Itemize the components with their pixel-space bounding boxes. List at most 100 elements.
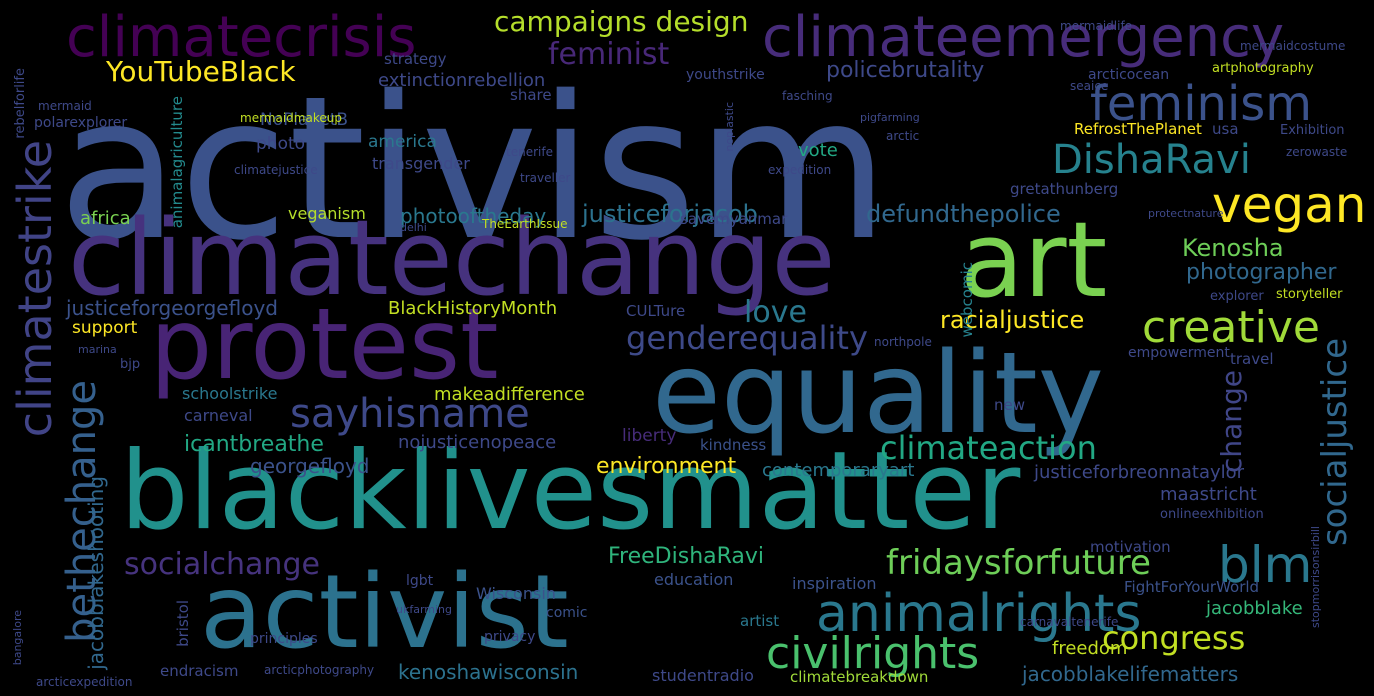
word-creative: creative — [1142, 302, 1320, 353]
word-kenoshawisconsin: kenoshawisconsin — [398, 660, 579, 684]
word-artphotography: artphotography — [1212, 61, 1314, 76]
word-inspiration: inspiration — [792, 574, 877, 593]
word-Exhibition: Exhibition — [1280, 123, 1345, 138]
word-transgender: transgender — [372, 154, 470, 173]
word-fasching: fasching — [782, 89, 833, 103]
word-nojusticenopeace: nojusticenopeace — [398, 432, 557, 453]
word-justiceforgeorgefloyd: justiceforgeorgefloyd — [66, 296, 278, 320]
word-explorer: explorer — [1210, 289, 1264, 304]
word-climatejustice: climatejustice — [234, 163, 318, 177]
word-blacklivesmatter: blacklivesmatter — [120, 429, 1021, 554]
word-fridaysforfuture: fridaysforfuture — [886, 543, 1151, 583]
word-activism: activism — [58, 53, 890, 284]
word-zerowaste: zerowaste — [1286, 145, 1348, 159]
word-comic: comic — [546, 605, 588, 621]
word-CULTure: CULTure — [626, 302, 686, 320]
word-campaigns: campaigns design — [494, 5, 749, 38]
word-stopmorrisonsirbill: stopmorrisonsirbill — [1309, 526, 1322, 629]
word-artist: artist — [740, 612, 780, 630]
word-policebrutality: policebrutality — [826, 58, 985, 83]
word-mermaidcostume: mermaidcostume — [1240, 39, 1346, 53]
word-justiceforbreonnataylor: justiceforbreonnataylor — [1034, 462, 1245, 483]
word-tenerife: tenerife — [506, 145, 553, 159]
word-endracism: endracism — [160, 662, 239, 680]
word-delhi: delhi — [400, 221, 427, 234]
word-FreeDishaRavi: FreeDishaRavi — [608, 544, 765, 569]
word-expedition: expedition — [768, 163, 832, 177]
word-africa: africa — [80, 208, 131, 229]
word-privacy: privacy — [484, 629, 536, 645]
word-mermaidmakeup: mermaidmakeup — [240, 111, 342, 125]
word-equality: equality — [652, 329, 1105, 459]
word-TheEarthIssue: TheEarthIssue — [482, 217, 568, 231]
word-kindness: kindness — [700, 436, 767, 454]
word-webcomic: webcomic — [958, 262, 976, 338]
word-socialjustice: socialjustice — [1315, 338, 1355, 547]
word-storyteller: storyteller — [1276, 287, 1343, 302]
word-protest: protest — [150, 288, 499, 402]
word-arcticphotography: arcticphotography — [264, 663, 375, 677]
word-arcticocean: arcticocean — [1088, 67, 1170, 83]
word-climateaction: climateaction — [880, 429, 1097, 467]
word-climatecrisis: climatecrisis — [66, 5, 417, 70]
word-bristol: bristol — [174, 600, 192, 647]
word-jacobblakelifematters: jacobblakelifematters — [1022, 662, 1239, 686]
word-NoPlanetB: NoPlanetB — [260, 110, 349, 130]
word-liberty: liberty — [622, 426, 677, 446]
word-strategy: strategy — [384, 50, 447, 68]
word-studentradio: studentradio — [652, 666, 754, 685]
word-mermaid: mermaid — [38, 99, 92, 113]
word-vegan: vegan — [1212, 176, 1367, 234]
word-ukfarming: ukfarming — [396, 603, 453, 616]
word-polarexplorer: polarexplorer — [34, 115, 128, 131]
word-northpole: northpole — [874, 335, 932, 349]
word-justiceforjacob: justiceforjacob — [582, 200, 758, 228]
word-carneval: carneval — [184, 406, 253, 425]
word-schoolstrike: schoolstrike — [182, 384, 278, 403]
word-bjp: bjp — [120, 357, 141, 372]
word-icantbreathe: icantbreathe — [184, 432, 324, 457]
word-animalagriculture: animalagriculture — [168, 96, 186, 229]
word-new: new — [994, 396, 1026, 414]
word-racialjustice: racialjustice — [940, 306, 1085, 334]
word-sayhisname: sayhisname — [290, 391, 530, 437]
word-climatestrike: climatestrike — [8, 140, 62, 438]
word-georgefloyd: georgefloyd — [250, 454, 370, 478]
word-Wisconsin: Wisconsin — [476, 584, 556, 603]
word-feminism: feminism — [1090, 76, 1313, 132]
word-Kenosha: Kenosha — [1182, 234, 1284, 262]
word-animalrights: animalrights — [816, 584, 1142, 644]
word-veganism: veganism — [288, 204, 366, 223]
word-share: share — [510, 86, 552, 104]
word-empowerment: empowerment — [1128, 345, 1230, 361]
word-extinctionrebellion: extinctionrebellion — [378, 70, 546, 91]
word-photooftheday: photooftheday — [400, 204, 547, 228]
word-love: love — [744, 295, 807, 330]
word-education: education — [654, 570, 734, 589]
word-civilrights: civilrights — [766, 628, 980, 679]
word-rebelforlife: rebelforlife — [13, 68, 28, 139]
word-america: america — [368, 132, 437, 152]
word-vote: vote — [798, 140, 838, 161]
word-photo: photo — [256, 134, 306, 154]
word-jacobblakeshooting: jacobblakeshooting — [84, 476, 108, 670]
word-YouTubeBlack: YouTubeBlack — [106, 55, 296, 88]
word-gretathunberg: gretathunberg — [1010, 180, 1119, 198]
word-makeadifference: makeadifference — [434, 384, 585, 405]
word-traveller: traveller — [520, 171, 571, 185]
word-support: support — [72, 318, 138, 338]
word-jacobblake: jacobblake — [1206, 598, 1303, 619]
word-climateemergency: climateemergency — [762, 5, 1285, 70]
word-socialchange: socialchange — [124, 547, 320, 582]
word-feminist: feminist — [548, 37, 670, 72]
word-principles: principles — [250, 631, 318, 647]
word-climatebreakdown: climatebreakdown — [790, 668, 929, 686]
word-photographer: photographer — [1186, 260, 1337, 285]
word-art: art — [960, 199, 1108, 321]
word-mermaidlife: mermaidlife — [1060, 19, 1133, 33]
word-change: change — [1215, 370, 1248, 474]
word-freedom: freedom — [1052, 638, 1128, 659]
word-climatechange: climatechange — [68, 197, 836, 319]
word-defundthepolice: defundthepolice — [866, 200, 1061, 228]
